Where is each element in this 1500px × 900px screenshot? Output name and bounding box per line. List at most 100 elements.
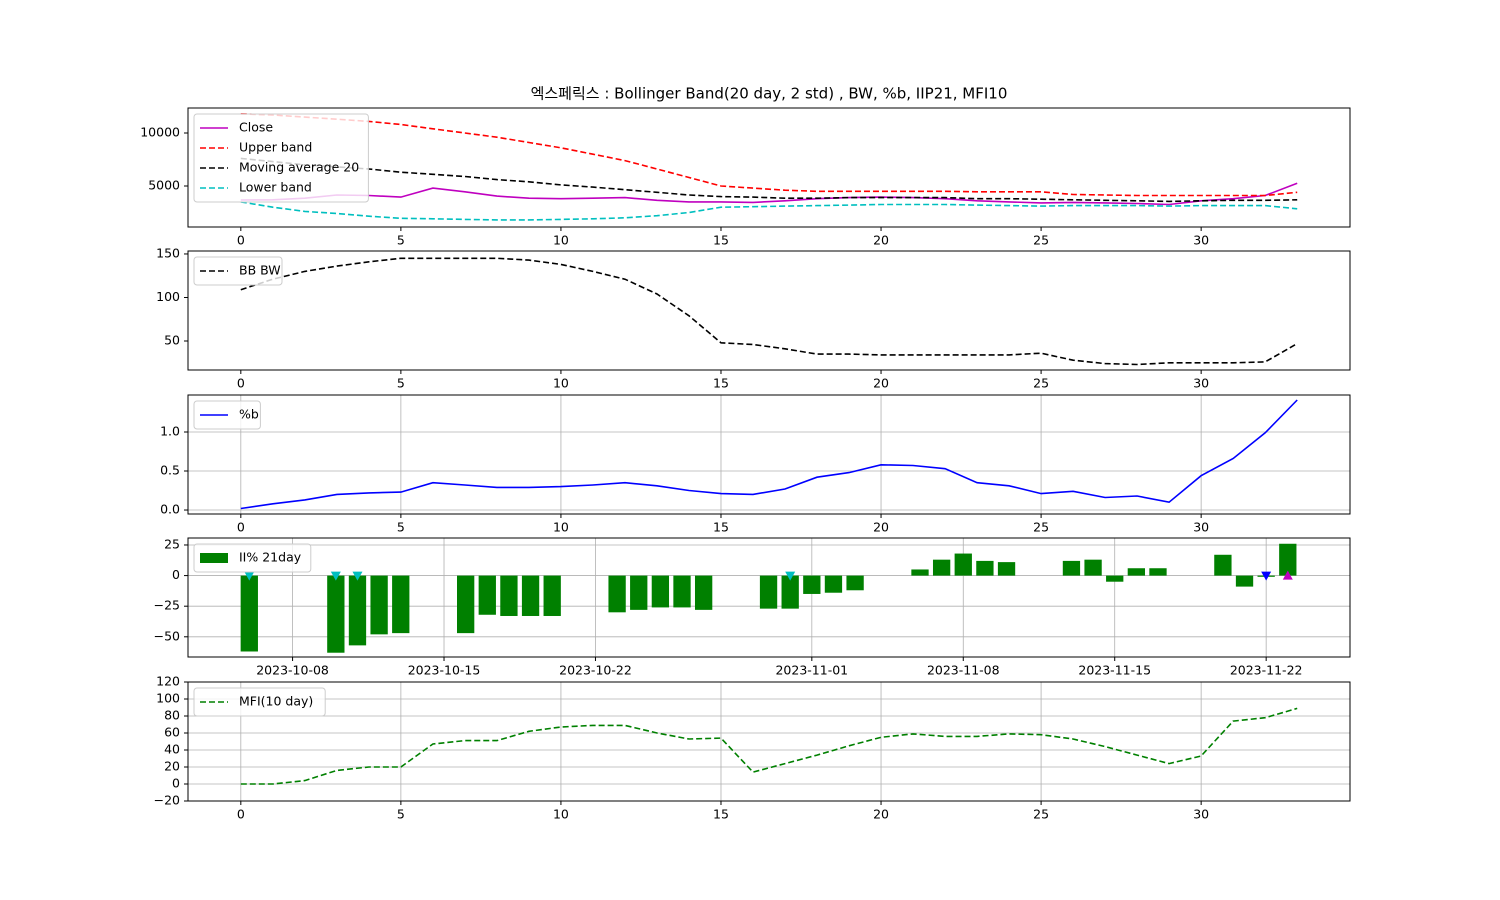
x-tick-label: 5 — [397, 807, 405, 822]
bar — [1149, 568, 1167, 576]
panel: 0 5 10 15 20 25 30 0.0 0.5 1.0 %b — [160, 394, 1351, 535]
x-tick-label: 5 — [397, 233, 405, 248]
bar — [911, 569, 929, 576]
legend-label: Close — [239, 120, 273, 135]
bar — [543, 575, 561, 616]
x-tick-label: 2023-11-15 — [1078, 663, 1151, 678]
signal-marker — [244, 571, 255, 581]
plot-area — [240, 399, 1298, 510]
x-tick-label: 2023-11-01 — [775, 663, 848, 678]
bar — [932, 559, 951, 576]
x-tick-label: 0 — [237, 233, 245, 248]
x-tick-label: 15 — [713, 233, 729, 248]
x-tick-label: 2023-11-08 — [927, 663, 1000, 678]
bar — [954, 553, 972, 576]
bar — [759, 575, 778, 609]
bar — [1084, 559, 1102, 576]
legend-label: BB BW — [239, 263, 281, 278]
line-series — [240, 182, 1298, 206]
legend-label: %b — [239, 407, 259, 422]
x-tick-label: 20 — [873, 233, 889, 248]
bar — [1235, 575, 1254, 587]
bar — [370, 575, 388, 635]
axes-frame — [187, 107, 1351, 228]
x-tick-label: 20 — [873, 520, 889, 535]
x-tick-label: 30 — [1193, 376, 1209, 391]
y-tick-label: 5000 — [148, 177, 180, 192]
axes-frame — [187, 537, 1351, 658]
y-tick-label: 100 — [156, 289, 180, 304]
plot-area — [240, 707, 1298, 785]
legend-label: Lower band — [239, 180, 312, 195]
bar — [673, 575, 691, 608]
bar — [1062, 560, 1081, 576]
bar — [327, 575, 345, 653]
bar — [608, 575, 626, 613]
bar — [478, 575, 496, 615]
line-series — [240, 399, 1298, 510]
y-tick-label: 25 — [164, 536, 180, 551]
y-tick-label: 120 — [156, 674, 180, 689]
y-tick-label: −50 — [154, 628, 180, 643]
panel: 2023-10-08 2023-10-15 2023-10-22 2023-11-01… — [154, 536, 1351, 678]
x-tick-label: 20 — [873, 376, 889, 391]
y-tick-label: 10000 — [140, 125, 180, 140]
x-tick-label: 10 — [553, 520, 569, 535]
x-tick-label: 15 — [713, 520, 729, 535]
y-tick-label: 40 — [164, 742, 180, 757]
bar — [521, 575, 540, 616]
x-tick-label: 25 — [1033, 520, 1049, 535]
x-tick-label: 20 — [873, 807, 889, 822]
bar — [694, 575, 713, 610]
legend-label: MFI(10 day) — [239, 694, 313, 709]
signal-marker — [352, 571, 363, 581]
y-tick-label: −25 — [154, 598, 180, 613]
x-tick-label: 30 — [1193, 233, 1209, 248]
bar — [1214, 554, 1232, 576]
signal-marker — [1261, 571, 1272, 581]
legend-box — [193, 256, 283, 286]
y-tick-label: 60 — [164, 725, 180, 740]
x-tick-label: 0 — [237, 376, 245, 391]
axes-frame — [187, 394, 1351, 515]
x-tick-label: 25 — [1033, 233, 1049, 248]
y-tick-label: 50 — [164, 333, 180, 348]
line-series — [240, 257, 1298, 366]
bar — [803, 575, 821, 594]
legend-label: Upper band — [239, 140, 312, 155]
bar — [500, 575, 518, 616]
bar — [976, 560, 994, 576]
x-tick-label: 10 — [553, 233, 569, 248]
x-tick-label: 25 — [1033, 376, 1049, 391]
y-tick-label: 0.0 — [160, 502, 180, 517]
chart-title: 엑스페릭스 : Bollinger Band(20 day, 2 std) , … — [531, 85, 1008, 103]
y-tick-label: 20 — [164, 759, 180, 774]
bar — [651, 575, 670, 608]
y-tick-label: 0 — [172, 776, 180, 791]
x-tick-label: 0 — [237, 807, 245, 822]
x-tick-label: 10 — [553, 376, 569, 391]
panel: 0 5 10 15 20 25 30 50 100 150 BB BW — [156, 245, 1351, 391]
x-tick-label: 15 — [713, 376, 729, 391]
line-series — [240, 707, 1298, 785]
bar — [456, 575, 475, 634]
x-tick-label: 15 — [713, 807, 729, 822]
line-series — [240, 157, 1298, 203]
bar — [1106, 575, 1124, 582]
signal-marker — [330, 571, 341, 581]
legend-swatch — [200, 553, 228, 563]
signal-marker — [785, 571, 796, 581]
plot-area — [240, 113, 1298, 221]
bar — [630, 575, 648, 610]
x-tick-label: 2023-10-08 — [256, 663, 329, 678]
legend-box — [193, 543, 312, 573]
x-tick-label: 30 — [1193, 807, 1209, 822]
axes-frame — [187, 681, 1351, 802]
bar — [997, 562, 1016, 576]
x-tick-label: 0 — [237, 520, 245, 535]
axes-frame — [187, 250, 1351, 371]
panel: 0 5 10 15 20 25 30 5000 10000 Close Upper band Movi… — [140, 107, 1351, 248]
bar — [846, 575, 864, 591]
x-tick-label: 5 — [397, 376, 405, 391]
